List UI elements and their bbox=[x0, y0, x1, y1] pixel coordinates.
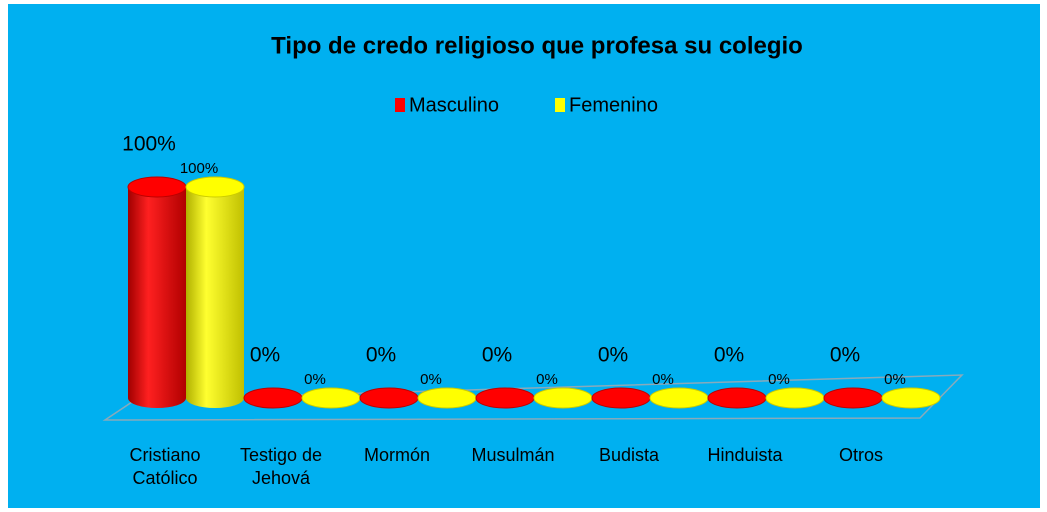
cylinder bbox=[417, 387, 477, 409]
cylinder-top bbox=[765, 387, 825, 409]
cylinder bbox=[359, 387, 419, 409]
legend-swatch bbox=[555, 98, 565, 112]
value-label: 0% bbox=[420, 371, 442, 388]
cylinder-top bbox=[185, 176, 245, 198]
cylinder-top bbox=[591, 387, 651, 409]
value-label: 0% bbox=[250, 344, 280, 367]
cylinder bbox=[301, 387, 361, 409]
cylinder bbox=[765, 387, 825, 409]
value-label: 0% bbox=[536, 371, 558, 388]
x-tick-label: Musulmán bbox=[471, 445, 554, 465]
value-label: 0% bbox=[652, 371, 674, 388]
cylinder-top bbox=[649, 387, 709, 409]
cylinder bbox=[881, 387, 941, 409]
cylinder bbox=[127, 176, 187, 408]
cylinder-body bbox=[186, 187, 244, 398]
cylinder bbox=[243, 387, 303, 409]
value-label: 0% bbox=[366, 344, 396, 367]
cylinder bbox=[533, 387, 593, 409]
cylinder bbox=[707, 387, 767, 409]
cylinder-top bbox=[533, 387, 593, 409]
cylinder-top bbox=[359, 387, 419, 409]
cylinder-top bbox=[243, 387, 303, 409]
cylinder-top bbox=[301, 387, 361, 409]
cylinder bbox=[475, 387, 535, 409]
x-tick-label: Budista bbox=[599, 445, 660, 465]
x-tick-label: Hinduista bbox=[707, 445, 783, 465]
x-tick-label: Testigo de Jehová bbox=[240, 445, 322, 488]
x-tick-label: Otros bbox=[839, 445, 883, 465]
cylinder-body bbox=[128, 187, 186, 398]
cylinder-top bbox=[823, 387, 883, 409]
x-tick-label: Mormón bbox=[364, 445, 430, 465]
x-tick-label: Cristiano Católico bbox=[129, 445, 200, 488]
value-label: 0% bbox=[768, 371, 790, 388]
cylinder-top bbox=[707, 387, 767, 409]
cylinder-top bbox=[881, 387, 941, 409]
cylinder bbox=[823, 387, 883, 409]
cylinder bbox=[591, 387, 651, 409]
value-label: 0% bbox=[598, 344, 628, 367]
value-label: 0% bbox=[884, 371, 906, 388]
cylinder-top bbox=[417, 387, 477, 409]
cylinder-top bbox=[475, 387, 535, 409]
value-label: 0% bbox=[714, 344, 744, 367]
value-label: 100% bbox=[180, 160, 218, 177]
legend-label: Femenino bbox=[569, 94, 658, 116]
value-label: 100% bbox=[122, 133, 176, 156]
value-label: 0% bbox=[304, 371, 326, 388]
legend-label: Masculino bbox=[409, 94, 499, 116]
cylinder bbox=[185, 176, 245, 408]
cylinder-bottom bbox=[186, 388, 244, 408]
value-label: 0% bbox=[482, 344, 512, 367]
floor bbox=[102, 374, 964, 421]
cylinder-top bbox=[127, 176, 187, 198]
cylinder-bottom bbox=[128, 388, 186, 408]
chart-title: Tipo de credo religioso que profesa su c… bbox=[271, 32, 803, 59]
value-label: 0% bbox=[830, 344, 860, 367]
legend-swatch bbox=[395, 98, 405, 112]
cylinder bbox=[649, 387, 709, 409]
